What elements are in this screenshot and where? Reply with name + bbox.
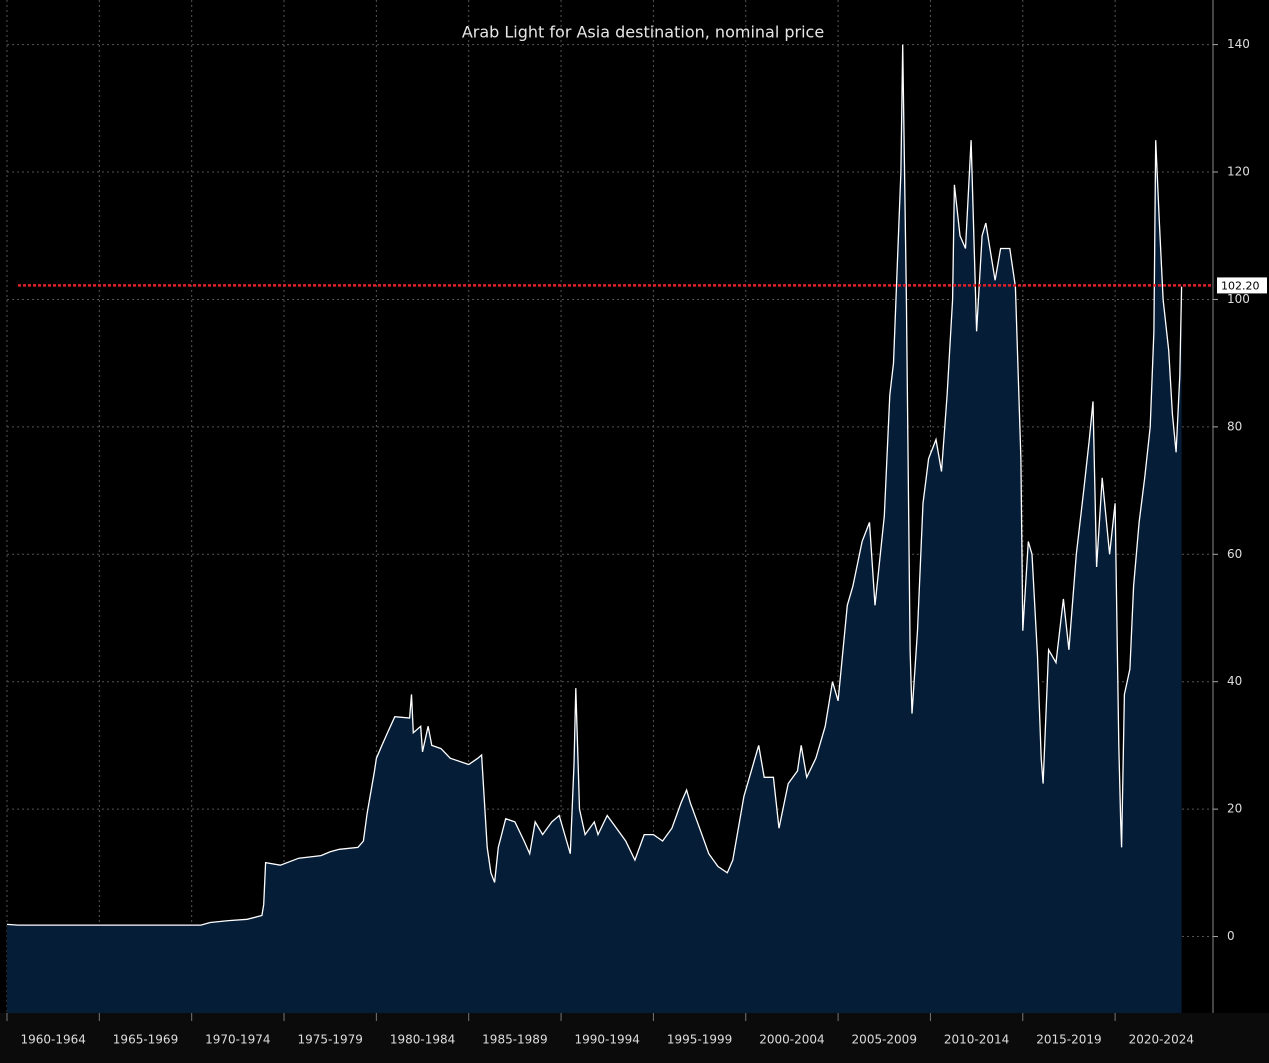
reference-label-box xyxy=(1217,277,1267,294)
x-tick-label: 1970-1974 xyxy=(205,1033,270,1047)
x-tick-label: 2005-2009 xyxy=(852,1033,917,1047)
x-tick-label: 2015-2019 xyxy=(1036,1033,1101,1047)
y-tick-label: 60 xyxy=(1227,547,1242,561)
area xyxy=(7,44,1182,1014)
y-tick-label: 80 xyxy=(1227,419,1242,433)
x-tick-label: 1960-1964 xyxy=(20,1033,85,1047)
x-tick-label: 1985-1989 xyxy=(482,1033,547,1047)
line xyxy=(6,44,1183,926)
x-tick-label: 1995-1999 xyxy=(667,1033,732,1047)
x-tick-label: 1965-1969 xyxy=(113,1033,178,1047)
y-tick-label: 120 xyxy=(1227,165,1250,179)
chart-title: Arab Light for Asia destination, nominal… xyxy=(462,23,824,42)
x-tick-label: 2010-2014 xyxy=(944,1033,1009,1047)
x-tick-label: 2000-2004 xyxy=(759,1033,824,1047)
reference-label: 102.20 xyxy=(1221,279,1260,292)
y-tick-label: 100 xyxy=(1227,292,1250,306)
y-tick-label: 140 xyxy=(1227,37,1250,51)
x-tick-label: 1975-1979 xyxy=(297,1033,362,1047)
x-axis-band xyxy=(0,1013,1269,1063)
x-tick-label: 1980-1984 xyxy=(390,1033,455,1047)
y-tick-label: 20 xyxy=(1227,802,1242,816)
y-tick-label: 0 xyxy=(1227,929,1235,943)
y-tick-label: 40 xyxy=(1227,674,1242,688)
x-tick-label: 2020-2024 xyxy=(1129,1033,1194,1047)
x-tick-label: 1990-1994 xyxy=(575,1033,640,1047)
